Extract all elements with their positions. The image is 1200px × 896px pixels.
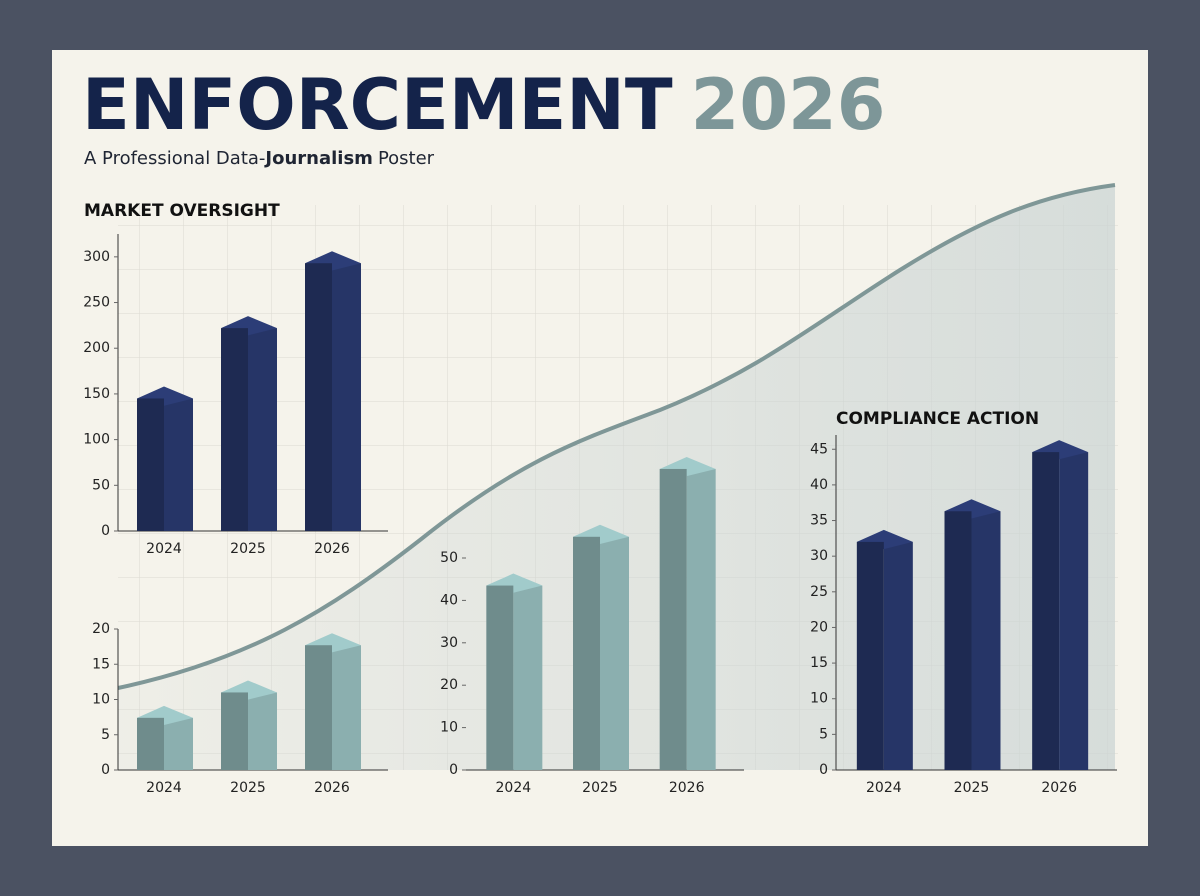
bar-side [164,717,193,770]
y-tick-label: 40 [440,592,458,608]
y-tick-label: 15 [810,655,828,671]
title-year: 2026 [691,64,886,146]
bar-side [164,398,193,531]
bar [659,468,687,770]
y-tick-label: 10 [810,691,828,707]
bar [305,263,332,531]
y-tick-label: 15 [92,656,110,672]
y-tick-label: 250 [83,295,110,311]
bar-side [248,328,277,531]
bar [137,717,164,770]
bar-side [883,541,913,770]
bar-side [971,511,1001,770]
chart-title: MARKET OVERSIGHT [84,201,280,221]
y-tick-label: 5 [819,726,828,742]
x-tick-label: 2026 [314,780,350,796]
y-tick-label: 0 [101,762,110,778]
bar-side [513,585,543,770]
bar-side [332,263,361,531]
bar [305,645,332,770]
y-tick-label: 10 [440,720,458,736]
subtitle-emphasis: Journalism [263,148,373,169]
bar [944,511,972,770]
bar-side [332,645,361,770]
y-tick-label: 5 [101,727,110,743]
title-word: ENFORCEMENT [82,64,673,146]
bar [221,692,248,770]
x-tick-label: 2025 [954,780,990,796]
y-tick-label: 20 [92,621,110,637]
bar-side [248,692,277,770]
y-tick-label: 200 [83,340,110,356]
bar [221,328,248,531]
bar [573,536,600,770]
x-tick-label: 2024 [866,780,902,796]
y-tick-label: 30 [810,548,828,564]
subtitle-part: Poster [378,148,435,169]
y-tick-label: 40 [810,477,828,493]
y-tick-label: 0 [449,762,458,778]
subtitle-part: A Professional Data- [84,148,265,169]
x-tick-label: 2025 [230,780,266,796]
x-tick-label: 2025 [230,541,266,557]
x-tick-label: 2024 [146,541,182,557]
y-tick-label: 20 [810,619,828,635]
x-tick-label: 2026 [314,541,350,557]
y-tick-label: 25 [810,584,828,600]
bar-side [686,468,716,770]
y-tick-label: 30 [440,635,458,651]
chart-title: COMPLIANCE ACTION [836,409,1039,429]
y-tick-label: 45 [810,441,828,457]
x-tick-label: 2024 [496,780,532,796]
y-tick-label: 0 [101,523,110,539]
x-tick-label: 2026 [669,780,705,796]
bar-side [600,536,629,770]
y-tick-label: 35 [810,513,828,529]
poster-subtitle: A Professional Data-Journalism Poster [84,148,435,169]
y-tick-label: 0 [819,762,828,778]
y-tick-label: 10 [92,692,110,708]
trend-curve [117,183,1116,690]
bar [856,541,884,770]
y-tick-label: 150 [83,386,110,402]
y-tick-label: 50 [92,477,110,493]
y-tick-label: 100 [83,432,110,448]
x-tick-label: 2024 [146,780,182,796]
x-tick-label: 2026 [1041,780,1077,796]
y-tick-label: 50 [440,550,458,566]
x-tick-label: 2025 [582,780,618,796]
bar [1032,452,1060,770]
y-tick-label: 300 [83,249,110,265]
poster-title: ENFORCEMENT 2026 [82,64,885,146]
bar [486,585,514,770]
y-tick-label: 20 [440,677,458,693]
bar-side [1059,452,1089,770]
bar [137,398,164,531]
